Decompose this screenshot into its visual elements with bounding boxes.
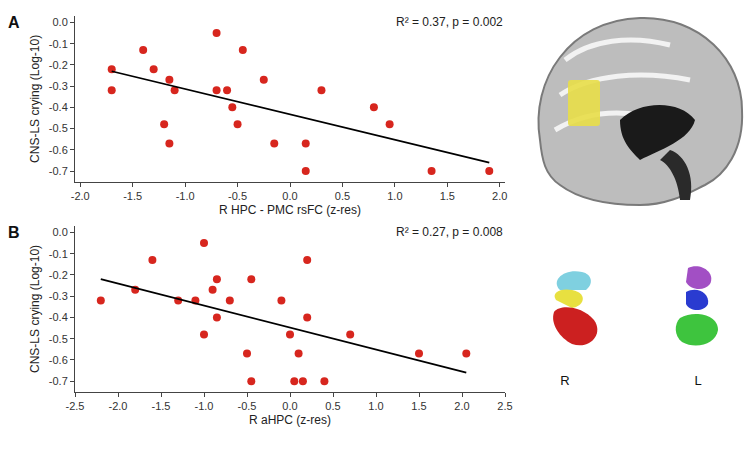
svg-text:-0.5: -0.5 [238, 400, 257, 412]
svg-text:R HPC - PMC rsFC (z-res): R HPC - PMC rsFC (z-res) [219, 203, 361, 217]
svg-text:0.5: 0.5 [335, 190, 350, 202]
svg-text:-0.4: -0.4 [49, 101, 68, 113]
svg-text:-1.0: -1.0 [195, 400, 214, 412]
svg-text:0.0: 0.0 [53, 226, 68, 238]
svg-text:-0.6: -0.6 [49, 354, 68, 366]
svg-text:R: R [560, 373, 569, 388]
svg-text:-1.0: -1.0 [176, 190, 195, 202]
svg-text:CNS-LS crying (Log-10): CNS-LS crying (Log-10) [28, 35, 42, 163]
svg-text:R² = 0.27, p = 0.008: R² = 0.27, p = 0.008 [396, 225, 503, 239]
svg-text:0.0: 0.0 [282, 190, 297, 202]
svg-text:-1.5: -1.5 [152, 400, 171, 412]
svg-text:1.5: 1.5 [440, 190, 455, 202]
svg-text:-0.2: -0.2 [49, 269, 68, 281]
svg-text:-0.5: -0.5 [49, 333, 68, 345]
svg-text:-0.2: -0.2 [49, 59, 68, 71]
svg-text:R² = 0.37, p = 0.002: R² = 0.37, p = 0.002 [396, 15, 503, 29]
svg-text:1.0: 1.0 [368, 400, 383, 412]
svg-text:-0.7: -0.7 [49, 165, 68, 177]
svg-text:A: A [8, 14, 20, 31]
svg-text:-2.0: -2.0 [109, 400, 128, 412]
svg-text:0.0: 0.0 [53, 16, 68, 28]
svg-text:-0.5: -0.5 [228, 190, 247, 202]
svg-text:-1.5: -1.5 [123, 190, 142, 202]
svg-text:0.5: 0.5 [325, 400, 340, 412]
svg-text:0.0: 0.0 [282, 400, 297, 412]
svg-text:-0.1: -0.1 [49, 248, 68, 260]
svg-text:1.0: 1.0 [387, 190, 402, 202]
svg-text:-0.7: -0.7 [49, 375, 68, 387]
svg-text:-0.5: -0.5 [49, 122, 68, 134]
svg-text:-2.0: -2.0 [71, 190, 90, 202]
svg-text:L: L [694, 373, 701, 388]
svg-text:2.0: 2.0 [454, 400, 469, 412]
svg-text:B: B [8, 224, 20, 241]
svg-text:-0.1: -0.1 [49, 38, 68, 50]
svg-text:R aHPC (z-res): R aHPC (z-res) [249, 413, 331, 427]
svg-text:-0.3: -0.3 [49, 290, 68, 302]
svg-text:-0.3: -0.3 [49, 80, 68, 92]
svg-text:2.5: 2.5 [497, 400, 512, 412]
svg-text:CNS-LS crying (Log-10): CNS-LS crying (Log-10) [28, 245, 42, 373]
svg-text:-0.6: -0.6 [49, 144, 68, 156]
svg-text:-0.4: -0.4 [49, 311, 68, 323]
svg-text:2.0: 2.0 [492, 190, 507, 202]
svg-text:1.5: 1.5 [411, 400, 426, 412]
svg-text:-2.5: -2.5 [66, 400, 85, 412]
